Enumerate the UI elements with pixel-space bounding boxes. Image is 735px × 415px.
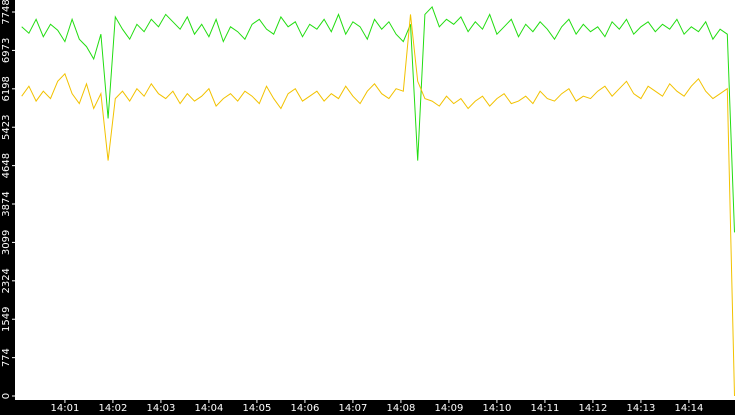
series-line xyxy=(21,5,735,233)
x-tick-label: 14:09 xyxy=(435,403,464,414)
y-tick-label: 6973 xyxy=(1,38,12,63)
y-tick-label: 3099 xyxy=(1,230,12,255)
x-tick-label: 14:05 xyxy=(243,403,272,414)
x-tick-label: 14:10 xyxy=(483,403,512,414)
x-tick-label: 14:03 xyxy=(147,403,176,414)
x-tick-label: 14:01 xyxy=(51,403,80,414)
x-tick-label: 14:06 xyxy=(291,403,320,414)
y-tick-label: 6198 xyxy=(1,76,12,101)
x-tick-label: 14:04 xyxy=(195,403,224,414)
y-tick-label: 774 xyxy=(1,348,12,367)
plot-area xyxy=(15,0,735,400)
x-tick-label: 14:14 xyxy=(675,403,704,414)
y-tick-label: 5423 xyxy=(1,114,12,139)
y-tick-label: 4648 xyxy=(1,153,12,178)
x-tick-label: 14:02 xyxy=(99,403,128,414)
x-tick-label: 14:07 xyxy=(339,403,368,414)
series-line xyxy=(21,14,735,397)
y-tick-label: 2324 xyxy=(1,268,12,293)
y-tick-label: 7748 xyxy=(1,0,12,25)
x-tick-label: 14:12 xyxy=(579,403,608,414)
x-tick-label: 14:11 xyxy=(531,403,560,414)
y-tick-label: 0 xyxy=(1,393,12,399)
y-tick-label: 3874 xyxy=(1,191,12,216)
x-tick-label: 14:08 xyxy=(387,403,416,414)
y-tick-label: 1549 xyxy=(1,307,12,332)
x-tick-label: 14:13 xyxy=(627,403,656,414)
